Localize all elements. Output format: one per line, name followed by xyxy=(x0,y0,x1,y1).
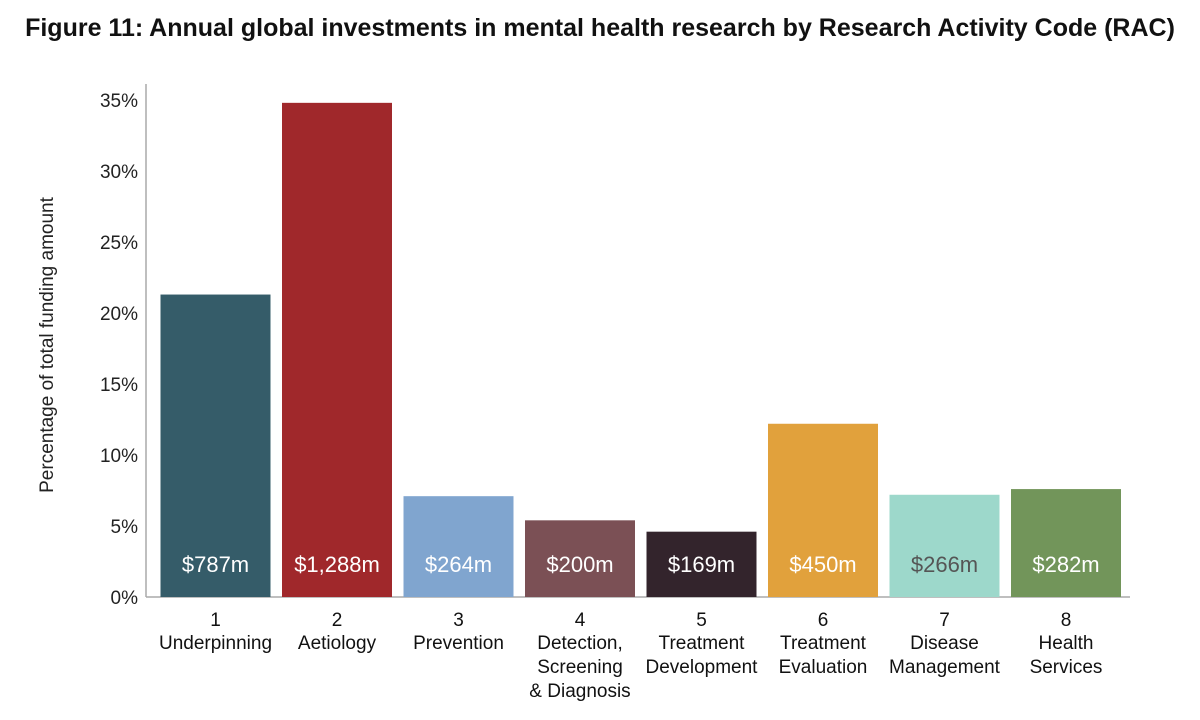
x-tick-label: Screening xyxy=(537,657,623,678)
x-tick-label: Health xyxy=(1039,633,1094,654)
y-tick-label: 35% xyxy=(100,91,138,112)
x-tick-label: Underpinning xyxy=(159,633,272,654)
x-tick-label: Treatment xyxy=(659,633,746,654)
x-tick-label: Development xyxy=(646,657,759,678)
bar-6 xyxy=(768,423,878,597)
x-tick-code: 7 xyxy=(939,610,950,631)
x-tick-label: Detection, xyxy=(537,633,623,654)
x-tick-label: Management xyxy=(889,657,1001,678)
bar-3 xyxy=(403,496,514,597)
y-tick-label: 5% xyxy=(111,517,139,538)
data-label: $1,288m xyxy=(294,552,380,577)
x-tick-code: 5 xyxy=(696,610,707,631)
data-label: $266m xyxy=(911,552,978,577)
x-tick-code: 8 xyxy=(1061,610,1072,631)
x-tick-label: Prevention xyxy=(413,633,504,654)
x-tick-code: 6 xyxy=(818,610,829,631)
data-label: $787m xyxy=(182,552,249,577)
bar-5 xyxy=(646,531,757,597)
x-tick-label: & Diagnosis xyxy=(529,681,630,702)
chart-title: Figure 11: Annual global investments in … xyxy=(25,14,1175,42)
y-tick-label: 15% xyxy=(100,375,138,396)
x-tick-label: Services xyxy=(1030,657,1103,678)
y-tick-label: 0% xyxy=(111,588,139,609)
bar-4 xyxy=(525,520,635,597)
x-tick-code: 3 xyxy=(453,610,464,631)
x-tick-label: Aetiology xyxy=(298,633,377,654)
x-tick-label: Disease xyxy=(910,633,979,654)
data-label: $282m xyxy=(1032,552,1099,577)
bar-2 xyxy=(282,102,392,597)
y-tick-label: 20% xyxy=(100,304,138,325)
x-tick-label: Treatment xyxy=(780,633,867,654)
bar-8 xyxy=(1011,489,1121,597)
y-tick-label: 25% xyxy=(100,233,138,254)
x-tick-label: Evaluation xyxy=(779,657,868,678)
data-label: $169m xyxy=(668,552,735,577)
x-tick-code: 4 xyxy=(575,610,586,631)
x-tick-code: 2 xyxy=(332,610,343,631)
data-label: $200m xyxy=(546,552,613,577)
data-label: $264m xyxy=(425,552,492,577)
bar-1 xyxy=(160,294,271,597)
y-tick-label: 10% xyxy=(100,446,138,467)
bar-7 xyxy=(889,494,1000,597)
x-tick-code: 1 xyxy=(210,610,221,631)
data-label: $450m xyxy=(789,552,856,577)
y-axis-title: Percentage of total funding amount xyxy=(37,196,58,492)
y-tick-label: 30% xyxy=(100,162,138,183)
